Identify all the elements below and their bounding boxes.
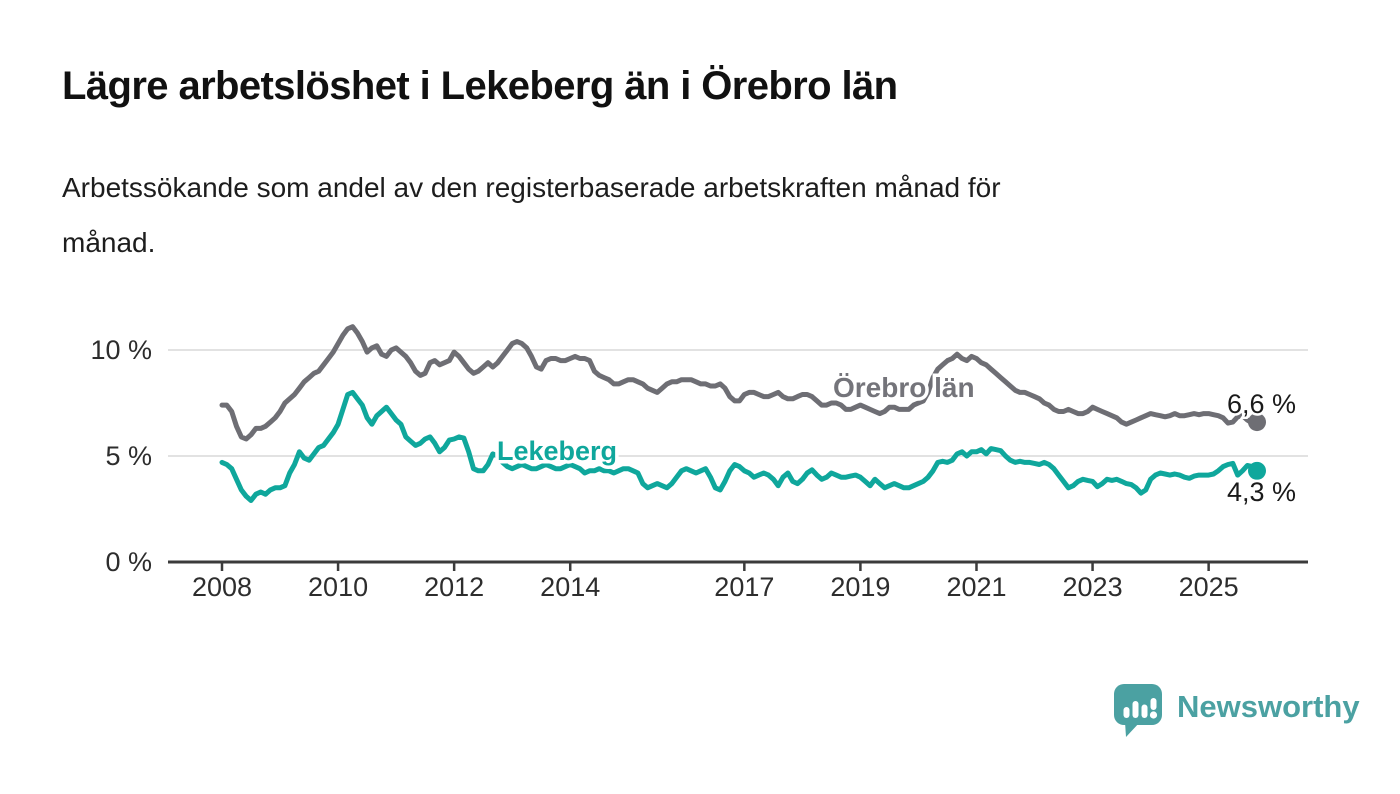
x-tick-label: 2025 bbox=[1179, 572, 1239, 602]
x-tick-label: 2023 bbox=[1063, 572, 1123, 602]
x-tick-label: 2021 bbox=[946, 572, 1006, 602]
y-tick-label: 0 % bbox=[105, 547, 152, 577]
x-tick-label: 2017 bbox=[714, 572, 774, 602]
x-tick-label: 2014 bbox=[540, 572, 600, 602]
x-tick-label: 2012 bbox=[424, 572, 484, 602]
newsworthy-speech-bubble-bar-chart-icon bbox=[1114, 684, 1162, 737]
y-tick-label: 10 % bbox=[90, 335, 152, 365]
brand-name: Newsworthy bbox=[1177, 689, 1360, 724]
y-tick-label: 5 % bbox=[105, 441, 152, 471]
series-line-lekeberg bbox=[219, 389, 1260, 503]
newsworthy-logo: Newsworthy bbox=[1112, 682, 1360, 738]
subtitle-line-1: Arbetssökande som andel av den registerb… bbox=[62, 172, 1001, 203]
chart-plot-area: 0 % 5 % 10 % 2008 2010 2012 2014 2017 2019 2021 20… bbox=[90, 324, 1308, 602]
end-value-label-orebro: 6,6 % bbox=[1227, 389, 1296, 419]
series-label-orebro: Örebro län bbox=[833, 372, 975, 403]
series-line-orebro bbox=[219, 324, 1260, 442]
series-endpoint-lekeberg bbox=[1248, 461, 1266, 480]
series-endpoint-orebro bbox=[1248, 413, 1266, 432]
series-label-lekeberg: Lekeberg bbox=[497, 436, 617, 466]
x-tick-label: 2010 bbox=[308, 572, 368, 602]
subtitle-line-2: månad. bbox=[62, 227, 156, 258]
page-title: Lägre arbetslöshet i Lekeberg än i Örebr… bbox=[62, 64, 898, 108]
chart-subtitle: Arbetssökande som andel av den registerb… bbox=[62, 160, 1001, 270]
x-tick-label: 2008 bbox=[192, 572, 252, 602]
x-tick-label: 2019 bbox=[830, 572, 890, 602]
end-value-label-lekeberg: 4,3 % bbox=[1227, 477, 1296, 507]
